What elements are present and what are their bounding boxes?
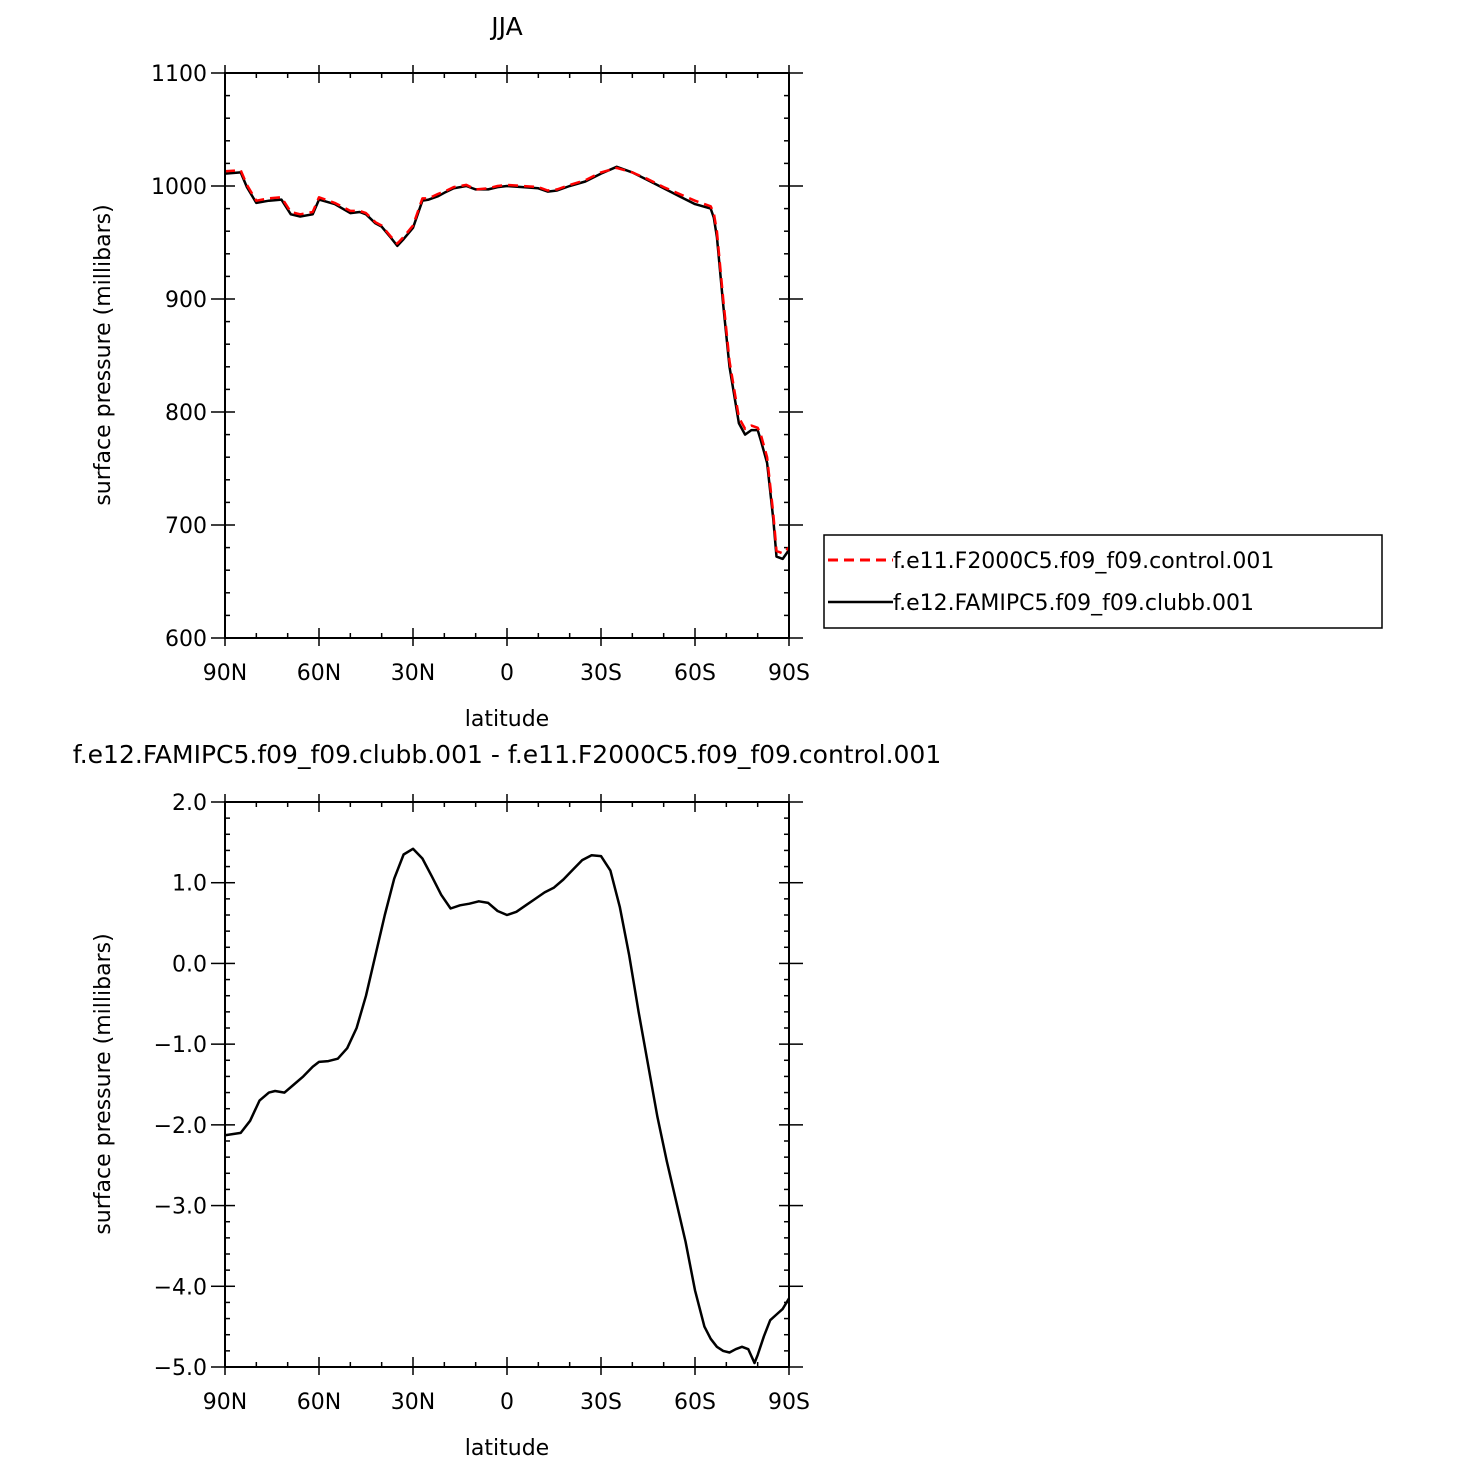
legend-box bbox=[823, 534, 1383, 629]
y-tick-label: 600 bbox=[165, 627, 207, 652]
x-tick-label: 30S bbox=[580, 661, 622, 686]
x-tick-label: 90N bbox=[203, 661, 247, 686]
y-tick-label: −1.0 bbox=[154, 1033, 207, 1058]
bottom-chart-ylabel: surface pressure (millibars) bbox=[91, 933, 116, 1234]
x-tick-label: 90S bbox=[768, 661, 810, 686]
top-chart-title: JJA bbox=[489, 12, 522, 41]
y-tick-label: 800 bbox=[165, 401, 207, 426]
top-chart-xlabel: latitude bbox=[465, 707, 549, 732]
x-tick-label: 90N bbox=[203, 1390, 247, 1415]
y-tick-label: −3.0 bbox=[154, 1195, 207, 1220]
top-chart-tick-labels: 90N 60N 30N 0 30S 60S 90S 600 700 800 900 1000 1100 bbox=[151, 62, 810, 686]
y-tick-label: 700 bbox=[165, 514, 207, 539]
x-tick-label: 60N bbox=[297, 1390, 341, 1415]
bottom-chart-xlabel: latitude bbox=[465, 1436, 549, 1461]
top-chart-series bbox=[225, 165, 789, 561]
x-tick-label: 30N bbox=[391, 1390, 435, 1415]
series-line-clubb bbox=[225, 847, 789, 1365]
top-chart-frame bbox=[224, 72, 790, 639]
x-tick-label: 60N bbox=[297, 661, 341, 686]
y-tick-label: −5.0 bbox=[154, 1356, 207, 1381]
top-chart-ylabel: surface pressure (millibars) bbox=[91, 204, 116, 505]
bottom-chart-series bbox=[225, 847, 789, 1365]
series-line-control bbox=[225, 166, 789, 555]
x-tick-label: 30N bbox=[391, 661, 435, 686]
y-tick-label: −2.0 bbox=[154, 1114, 207, 1139]
bottom-chart-title: f.e12.FAMIPC5.f09_f09.clubb.001 - f.e11.… bbox=[73, 740, 941, 769]
legend: f.e11.F2000C5.f09_f09.control.001 f.e12.… bbox=[823, 534, 1383, 629]
top-chart: JJA 90N 60N 30N 0 30S 60S 90S 600 700 800 900 1000 1… bbox=[91, 12, 1383, 732]
y-tick-label: 1100 bbox=[151, 62, 207, 87]
bottom-chart: f.e12.FAMIPC5.f09_f09.clubb.001 - f.e11.… bbox=[73, 740, 941, 1461]
x-tick-label: 60S bbox=[674, 661, 716, 686]
y-tick-label: 2.0 bbox=[172, 791, 207, 816]
x-tick-label: 0 bbox=[500, 661, 514, 686]
legend-label-clubb: f.e12.FAMIPC5.f09_f09.clubb.001 bbox=[893, 591, 1254, 616]
bottom-chart-tick-labels: 90N 60N 30N 0 30S 60S 90S −5.0 −4.0 −3.0 −2.0 −1.0 0… bbox=[154, 791, 810, 1415]
y-tick-label: −4.0 bbox=[154, 1275, 207, 1300]
bottom-chart-ticks bbox=[211, 794, 803, 1375]
y-tick-label: 900 bbox=[165, 288, 207, 313]
top-chart-ticks bbox=[211, 65, 803, 646]
bottom-chart-frame bbox=[224, 801, 790, 1368]
x-tick-label: 30S bbox=[580, 1390, 622, 1415]
x-tick-label: 60S bbox=[674, 1390, 716, 1415]
x-tick-label: 90S bbox=[768, 1390, 810, 1415]
legend-label-control: f.e11.F2000C5.f09_f09.control.001 bbox=[893, 549, 1274, 574]
y-tick-label: 0.0 bbox=[172, 952, 207, 977]
y-tick-label: 1000 bbox=[151, 175, 207, 200]
series-line-clubb bbox=[225, 165, 789, 561]
y-tick-label: 1.0 bbox=[172, 872, 207, 897]
x-tick-label: 0 bbox=[500, 1390, 514, 1415]
